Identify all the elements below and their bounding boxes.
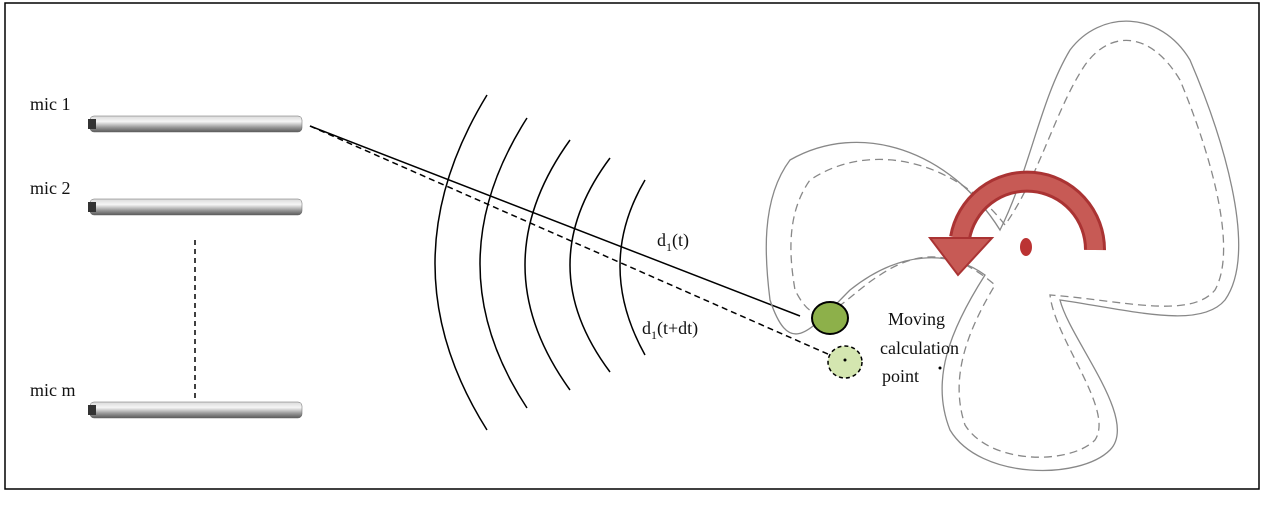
dot (939, 367, 942, 370)
mic-label: mic m (30, 380, 76, 400)
distance-base: d (657, 230, 666, 250)
distance-arg: (t) (672, 230, 689, 251)
point-label: calculation (880, 338, 959, 358)
distance-base: d (642, 318, 651, 338)
mic-2 (88, 199, 302, 215)
calc-point-t-dt (828, 346, 862, 378)
distance-arg: (t+dt) (657, 318, 698, 339)
mic-1 (88, 116, 302, 132)
point-label: Moving (888, 309, 945, 329)
mic-label: mic 1 (30, 94, 71, 114)
point-dot (844, 359, 847, 362)
diagram: mic 1 mic 2 mic m d1(t) d1(t+dt) Moving … (0, 0, 1265, 505)
mic-m (88, 402, 302, 418)
calc-point-t (812, 302, 848, 334)
mic-label: mic 2 (30, 178, 71, 198)
point-label: point (882, 366, 919, 386)
